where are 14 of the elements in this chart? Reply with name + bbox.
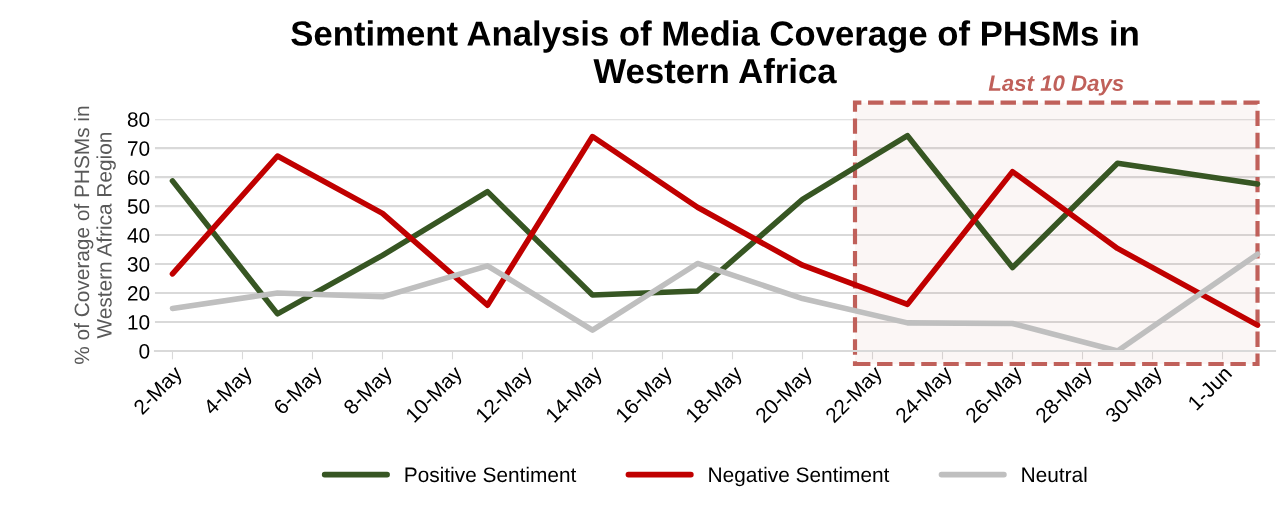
y-tick-label: 0 — [139, 343, 150, 359]
legend-label: Negative Sentiment — [709, 466, 890, 487]
y-tick-label: 60 — [128, 170, 150, 185]
y-tick-label: 20 — [128, 286, 150, 301]
band-label: Last 10 Days — [988, 75, 1124, 96]
legend-label: Neutral — [1022, 466, 1087, 483]
y-tick-label: 40 — [127, 228, 150, 243]
y-tick-label: 80 — [127, 112, 150, 127]
y-tick-label: 30 — [127, 257, 150, 272]
y-tick-label: 10 — [128, 315, 150, 330]
legend-label: Positive Sentiment — [405, 466, 577, 483]
y-axis-title: % of Coverage of PHSMs in Western Africa Region — [73, 106, 116, 365]
y-tick-label: 70 — [128, 141, 150, 156]
y-tick-label: 50 — [127, 199, 150, 214]
